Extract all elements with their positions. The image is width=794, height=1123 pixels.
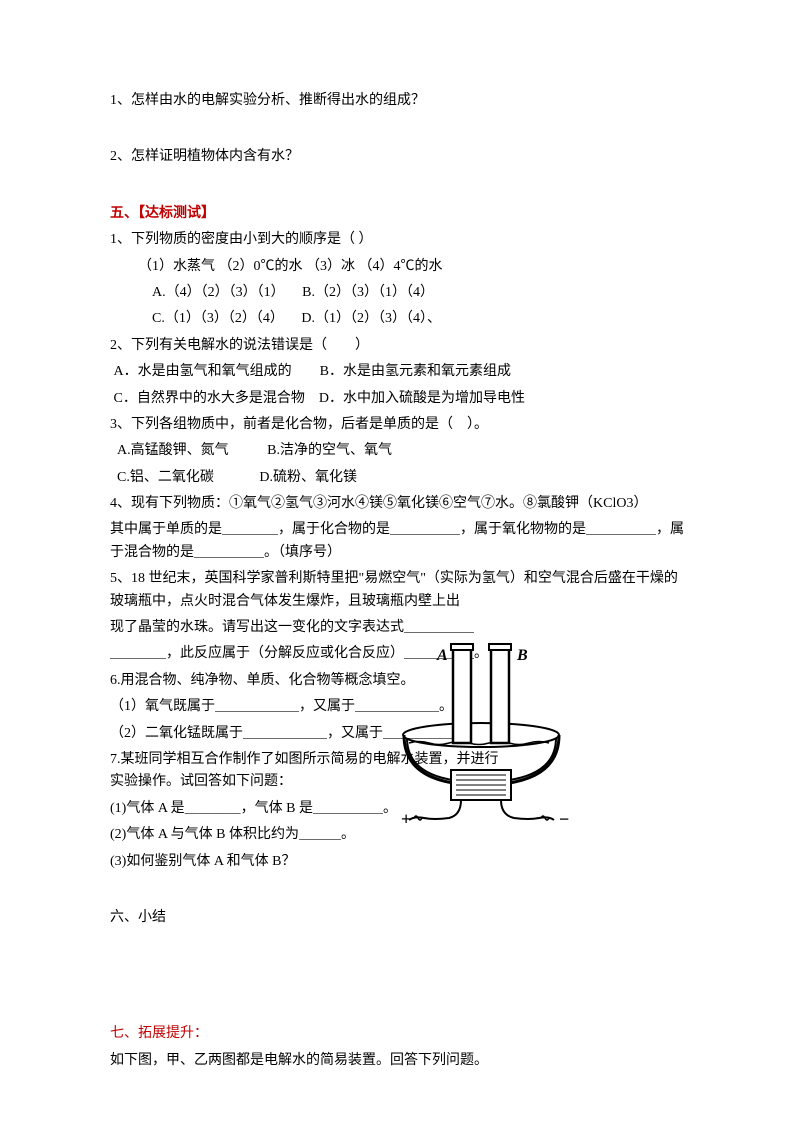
q5-2-optB: B．水是由氢元素和氧元素组成 <box>320 364 511 379</box>
q5-2-optA: A．水是由氢气和氧气组成的 <box>114 364 292 379</box>
q5-3-optB: B.洁净的空气、氧气 <box>267 443 392 458</box>
question-1: 1、怎样由水的电解实验分析、推断得出水的组成？ <box>110 90 684 112</box>
q5-1-optD: D.（1）（2）（3）（4）、 <box>301 311 441 326</box>
q5-4-line2: 其中属于单质的是＿＿＿＿，属于化合物的是＿＿＿＿＿，属于氧化物物的是＿＿＿＿＿，… <box>110 519 684 564</box>
section-7-text: 如下图，甲、乙两图都是电解水的简易装置。回答下列问题。 <box>110 1050 684 1072</box>
svg-text:+: + <box>401 809 411 829</box>
q5-2-row1: A．水是由氢气和氧气组成的 B．水是由氢元素和氧元素组成 <box>110 361 684 383</box>
q5-2-optD: D．水中加入硫酸是为增加导电性 <box>319 391 525 406</box>
q5-3-optA: A.高锰酸钾、氮气 <box>117 443 229 458</box>
q5-2-stem: 2、下列有关电解水的说法错误是（ ） <box>110 335 684 357</box>
svg-text:−: − <box>559 809 569 829</box>
diagram-label-a: A <box>436 647 448 664</box>
q5-3-stem: 3、下列各组物质中，前者是化合物，后者是单质的是（ ）。 <box>110 414 684 436</box>
diagram-label-b: B <box>516 647 528 664</box>
q5-1-stem: 1、下列物质的密度由小到大的顺序是（ ） <box>110 229 684 251</box>
q5-5-line2: 现了晶莹的水珠。请写出这一变化的文字表达式＿＿＿＿＿ <box>110 617 510 639</box>
q5-3-optD: D.硫粉、氧化镁 <box>259 470 357 485</box>
q5-1-optC: C.（1）（3）（2）（4） <box>152 311 284 326</box>
q5-7-line3: (3)如何鉴别气体 A 和气体 B？ <box>110 851 684 873</box>
question-2: 2、怎样证明植物体内含有水？ <box>110 146 684 168</box>
section-6-title: 六、小结 <box>110 907 684 929</box>
q5-3-optC: C.铝、二氧化碳 <box>117 470 214 485</box>
q5-1-optA: A.（4）（2）（3）（1） <box>152 285 285 300</box>
q5-1-optB: B.（2）（3）（1）（4） <box>302 285 434 300</box>
q5-4-line1: 4、现有下列物质：①氧气②氢气③河水④镁⑤氧化镁⑥空气⑦水。⑧氯酸钾（KClO3… <box>110 493 684 515</box>
q5-1-row1: A.（4）（2）（3）（1） B.（2）（3）（1）（4） <box>110 282 684 304</box>
q5-3-row2: C.铝、二氧化碳 D.硫粉、氧化镁 <box>110 467 684 489</box>
q5-1-row2: C.（1）（3）（2）（4） D.（1）（2）（3）（4）、 <box>110 308 684 330</box>
q5-5-line1: 5、18 世纪末，英国科学家普利斯特里把"易燃空气"（实际为氢气）和空气混合后盛… <box>110 568 684 613</box>
electrolysis-diagram: + − A B <box>389 640 574 840</box>
q5-1-items: （1）水蒸气 （2）0℃的水 （3）冰 （4）4℃的水 <box>110 256 684 278</box>
q5-3-row1: A.高锰酸钾、氮气 B.洁净的空气、氧气 <box>110 440 684 462</box>
q5-2-row2: C．自然界中的水大多是混合物 D．水中加入硫酸是为增加导电性 <box>110 388 684 410</box>
q5-2-optC: C．自然界中的水大多是混合物 <box>114 391 305 406</box>
section-7-title: 七、拓展提升： <box>110 1023 684 1045</box>
section-5-title: 五、【达标测试】 <box>110 203 684 225</box>
